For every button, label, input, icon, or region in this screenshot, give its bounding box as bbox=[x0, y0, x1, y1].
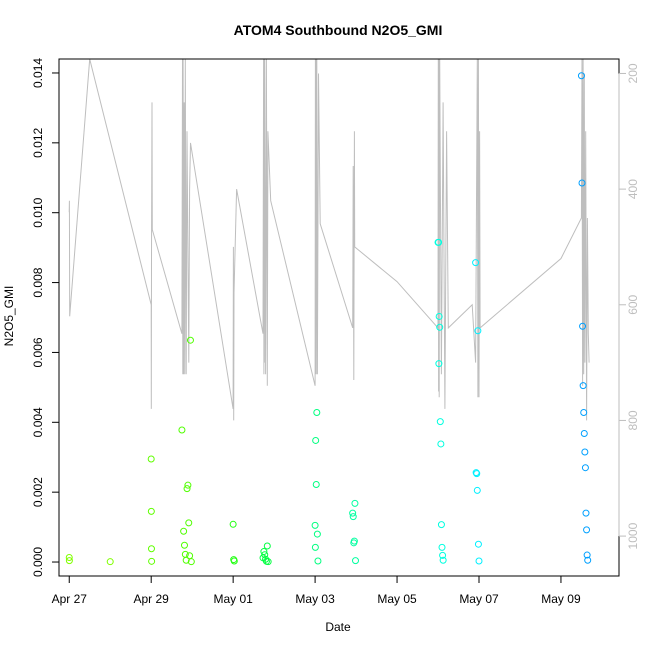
data-point bbox=[312, 480, 320, 488]
y2-tick-label: 1000 bbox=[626, 522, 640, 549]
data-point bbox=[473, 486, 481, 494]
y2-axis: 200 400 600 800 1000 bbox=[618, 63, 640, 549]
x-tick-label: May 07 bbox=[459, 592, 499, 606]
x-tick-label: May 03 bbox=[295, 592, 335, 606]
data-point bbox=[229, 520, 237, 528]
data-point bbox=[437, 440, 445, 448]
data-point bbox=[182, 556, 190, 564]
data-point bbox=[230, 557, 238, 565]
data-point bbox=[314, 557, 322, 565]
data-point bbox=[473, 470, 481, 478]
data-point bbox=[577, 72, 585, 80]
data-point bbox=[436, 323, 444, 331]
data-point bbox=[475, 557, 483, 565]
data-point bbox=[186, 336, 194, 344]
data-point bbox=[438, 543, 446, 551]
data-point bbox=[260, 548, 268, 556]
x-tick-label: Apr 29 bbox=[134, 592, 170, 606]
data-point bbox=[439, 556, 447, 564]
data-point bbox=[584, 556, 592, 564]
data-point bbox=[180, 527, 188, 535]
data-point bbox=[579, 322, 587, 330]
y-axis-label: N2O5_GMI bbox=[2, 286, 16, 347]
data-point bbox=[313, 530, 321, 538]
data-point bbox=[439, 551, 447, 559]
data-point bbox=[351, 499, 359, 507]
data-point bbox=[264, 558, 272, 566]
data-point bbox=[435, 360, 443, 368]
data-point bbox=[436, 418, 444, 426]
data-point bbox=[180, 541, 188, 549]
data-point bbox=[580, 409, 588, 417]
data-point bbox=[148, 557, 156, 565]
y-tick-label: 0.014 bbox=[31, 58, 45, 88]
data-point bbox=[582, 509, 590, 517]
data-point bbox=[187, 558, 195, 566]
data-point bbox=[474, 327, 482, 335]
data-point bbox=[178, 426, 186, 434]
data-point bbox=[437, 521, 445, 529]
data-point bbox=[472, 259, 480, 267]
data-point bbox=[183, 485, 191, 493]
x-tick-label: Apr 27 bbox=[52, 592, 88, 606]
data-point bbox=[579, 382, 587, 390]
data-point bbox=[581, 448, 589, 456]
y2-tick-label: 600 bbox=[626, 294, 640, 314]
chart-title: ATOM4 Southbound N2O5_GMI bbox=[234, 22, 443, 38]
data-point bbox=[349, 509, 357, 517]
y-tick-label: 0.002 bbox=[31, 477, 45, 507]
y2-tick-label: 200 bbox=[626, 63, 640, 83]
data-point bbox=[311, 521, 319, 529]
data-point bbox=[312, 436, 320, 444]
data-point bbox=[65, 553, 73, 561]
data-point bbox=[580, 429, 588, 437]
data-point bbox=[435, 312, 443, 320]
data-point bbox=[263, 542, 271, 550]
altitude-line-layer bbox=[68, 59, 590, 421]
data-point bbox=[311, 543, 319, 551]
data-point bbox=[581, 464, 589, 472]
y-tick-label: 0.006 bbox=[31, 337, 45, 367]
data-point bbox=[106, 558, 114, 566]
data-point bbox=[350, 537, 358, 545]
x-tick-label: May 05 bbox=[377, 592, 417, 606]
data-point bbox=[578, 179, 586, 187]
data-point bbox=[474, 540, 482, 548]
y-tick-label: 0.000 bbox=[31, 547, 45, 577]
y-axis: 0.000 0.002 0.004 0.006 0.008 0.010 0.012 0.014 bbox=[31, 58, 60, 577]
x-tick-label: May 01 bbox=[213, 592, 253, 606]
data-point bbox=[184, 481, 192, 489]
x-tick-label: May 09 bbox=[541, 592, 581, 606]
data-point bbox=[147, 455, 155, 463]
x-axis-label: Date bbox=[325, 620, 351, 634]
x-axis: Apr 27 Apr 29 May 01 May 03 May 05 May 07 May … bbox=[52, 575, 581, 606]
data-point bbox=[349, 513, 357, 521]
y-tick-label: 0.010 bbox=[31, 197, 45, 227]
y2-tick-label: 400 bbox=[626, 179, 640, 199]
data-point bbox=[65, 557, 73, 565]
data-point bbox=[185, 519, 193, 527]
data-point bbox=[261, 551, 269, 559]
altitude-line bbox=[68, 59, 590, 421]
data-point bbox=[583, 526, 591, 534]
y-tick-label: 0.008 bbox=[31, 267, 45, 297]
y-tick-label: 0.012 bbox=[31, 127, 45, 157]
data-point bbox=[352, 557, 360, 565]
data-point bbox=[147, 545, 155, 553]
plot-frame bbox=[58, 58, 620, 577]
data-point bbox=[313, 409, 321, 417]
data-points-layer bbox=[65, 72, 592, 566]
y-tick-label: 0.004 bbox=[31, 407, 45, 437]
data-point bbox=[147, 507, 155, 515]
data-point bbox=[583, 551, 591, 559]
data-point bbox=[435, 238, 443, 246]
y2-tick-label: 800 bbox=[626, 410, 640, 430]
